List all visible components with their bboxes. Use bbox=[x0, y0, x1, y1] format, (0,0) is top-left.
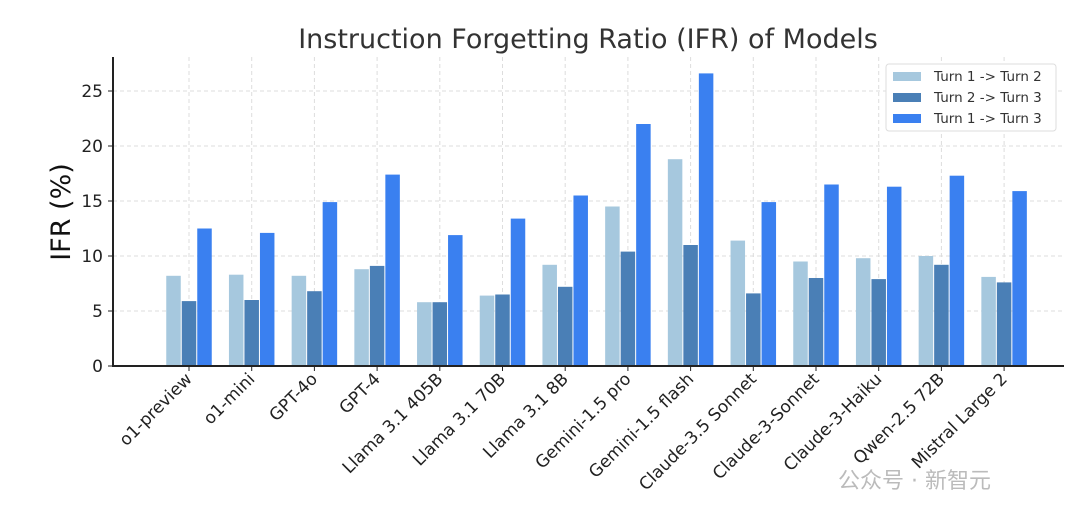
y-axis-label: IFR (%) bbox=[46, 163, 77, 261]
y-tick-label: 25 bbox=[81, 82, 103, 102]
bar-3 bbox=[824, 184, 839, 366]
y-tick-label: 15 bbox=[81, 192, 103, 212]
x-tick-label: o1-mini bbox=[200, 369, 259, 428]
legend-box bbox=[885, 63, 1057, 132]
bar-2 bbox=[620, 251, 636, 366]
bar-1 bbox=[417, 302, 432, 366]
bar-3 bbox=[698, 73, 714, 367]
x-tick-label: Claude-3.5 Sonnet bbox=[635, 369, 761, 495]
y-tick-label: 20 bbox=[81, 137, 103, 157]
legend: Turn 1 -> Turn 2 Turn 2 -> Turn 3 Turn 1 -… bbox=[885, 63, 1057, 132]
bar-3 bbox=[1012, 191, 1027, 366]
watermark: 公众号 · 新智元 bbox=[838, 469, 991, 494]
bar-1 bbox=[354, 269, 369, 366]
grid bbox=[113, 57, 1063, 366]
legend-swatch bbox=[893, 93, 921, 102]
bar-1 bbox=[166, 275, 181, 366]
x-tick-label: Gemini-1.5 flash bbox=[585, 369, 698, 482]
bar-3 bbox=[197, 228, 212, 366]
bar-2 bbox=[181, 301, 197, 366]
bar-2 bbox=[307, 291, 322, 366]
bar-2 bbox=[244, 300, 259, 366]
bar-1 bbox=[228, 274, 244, 366]
bar-1 bbox=[667, 159, 683, 366]
bar-3 bbox=[322, 202, 338, 366]
x-tick-label: Claude-3-Sonnet bbox=[709, 369, 824, 484]
bar-2 bbox=[683, 245, 698, 366]
x-tick-label: o1-preview bbox=[116, 369, 197, 450]
y-tick-label: 5 bbox=[92, 302, 103, 322]
x-tick-label: GPT-4o bbox=[266, 369, 322, 425]
legend-label: Turn 1 -> Turn 3 bbox=[933, 111, 1042, 127]
bar-3 bbox=[259, 232, 275, 366]
bar-2 bbox=[432, 302, 448, 366]
bar-1 bbox=[730, 240, 746, 366]
bar-3 bbox=[573, 195, 588, 366]
bar-1 bbox=[981, 276, 996, 366]
legend-swatch bbox=[893, 72, 921, 81]
bar-3 bbox=[448, 235, 463, 366]
bar-2 bbox=[871, 279, 886, 366]
bar-3 bbox=[510, 218, 526, 366]
bar-1 bbox=[605, 206, 620, 366]
bar-3 bbox=[636, 124, 651, 366]
bar-1 bbox=[479, 295, 495, 366]
bar-1 bbox=[855, 258, 871, 366]
bar-1 bbox=[918, 256, 934, 366]
bar-2 bbox=[746, 293, 761, 366]
bar-2 bbox=[369, 265, 385, 366]
bar-2 bbox=[996, 282, 1012, 366]
bar-3 bbox=[385, 174, 400, 366]
y-tick-label: 10 bbox=[81, 247, 103, 267]
legend-swatch bbox=[893, 114, 921, 123]
bar-2 bbox=[557, 286, 573, 366]
bar-3 bbox=[949, 175, 965, 366]
bar-2 bbox=[808, 278, 824, 366]
bar-3 bbox=[761, 202, 777, 366]
chart-title: Instruction Forgetting Ratio (IFR) of Mo… bbox=[298, 24, 878, 55]
bar-2 bbox=[495, 294, 510, 366]
bar-1 bbox=[542, 264, 557, 366]
bar-2 bbox=[934, 264, 949, 366]
x-tick-label: GPT-4 bbox=[336, 369, 385, 418]
legend-label: Turn 2 -> Turn 3 bbox=[933, 90, 1042, 106]
bars bbox=[166, 73, 1027, 367]
y-ticks: 0 5 10 15 20 25 bbox=[81, 82, 113, 377]
bar-1 bbox=[793, 261, 808, 366]
bar-1 bbox=[291, 275, 307, 366]
bar-3 bbox=[886, 186, 902, 366]
legend-label: Turn 1 -> Turn 2 bbox=[933, 69, 1042, 85]
y-tick-label: 0 bbox=[92, 357, 103, 377]
